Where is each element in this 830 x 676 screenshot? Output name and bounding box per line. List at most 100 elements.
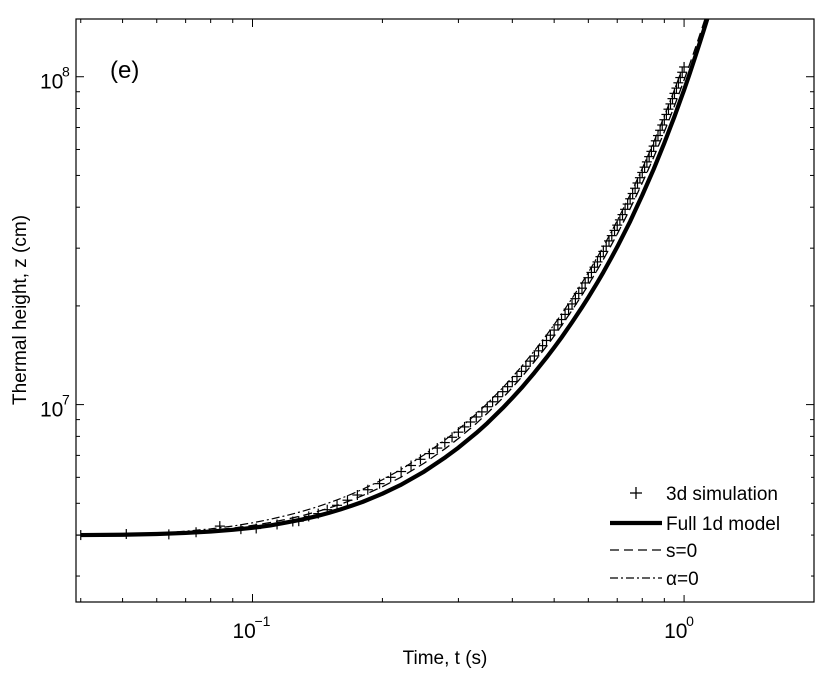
data-point-3d-simulation [447,432,458,443]
x-tick-label: 10 [232,620,255,643]
data-point-3d-simulation [163,529,174,540]
data-point-3d-simulation [552,319,563,330]
data-point-3d-simulation [560,309,571,320]
data-point-3d-simulation [497,386,508,397]
data-point-3d-simulation [533,345,544,356]
data-point-3d-simulation [606,230,617,241]
legend-symbol-3d-simulation [630,487,642,499]
data-point-3d-simulation [385,472,396,483]
data-point-3d-simulation [352,490,363,501]
x-tick-label: 10 [664,620,687,643]
data-point-3d-simulation [362,484,373,495]
data-point-3d-simulation [492,391,503,402]
x-tick-label-exponent: 0 [686,613,694,629]
data-point-3d-simulation [667,93,678,104]
data-point-3d-simulation [646,146,657,157]
data-point-3d-simulation [471,411,482,422]
x-axis-label: Time, t (s) [403,648,488,669]
data-point-3d-simulation [630,183,641,194]
legend-label-alpha-zero: α=0 [666,569,699,590]
data-point-3d-simulation [639,162,650,173]
data-point-3d-simulation [659,114,670,125]
data-point-3d-simulation [652,130,663,141]
data-point-3d-simulation [482,401,493,412]
x-tick-label-exponent: −1 [254,613,270,629]
legend: 3d simulation Full 1d model s=0 α=0 [605,475,811,595]
panel-label: (e) [110,57,139,84]
data-point-3d-simulation [567,298,578,309]
data-point-3d-simulation [507,376,518,387]
data-point-3d-simulation [332,500,343,511]
data-point-3d-simulation [609,225,620,236]
data-point-3d-simulation [665,98,676,109]
data-point-3d-simulation [251,523,262,534]
data-point-3d-simulation [622,199,633,210]
data-point-3d-simulation [465,416,476,427]
y-tick-label-exponent: 8 [62,64,70,80]
data-point-3d-simulation [516,366,527,377]
data-point-3d-simulation [675,72,686,83]
data-point-3d-simulation [625,193,636,204]
ticks-layer [76,19,815,602]
y-tick-label: 10 [40,71,63,94]
data-point-3d-simulation [303,511,314,522]
legend-label-full-1d-model: Full 1d model [666,514,780,535]
series-layer [76,19,710,541]
data-point-3d-simulation [214,521,225,532]
y-tick-label: 10 [40,399,63,422]
data-point-3d-simulation [576,283,587,294]
y-axis-label: Thermal height, z (cm) [10,215,31,405]
data-point-3d-simulation [580,277,591,288]
data-point-3d-simulation [570,293,581,304]
data-point-3d-simulation [520,361,531,372]
data-point-3d-simulation [679,61,690,72]
axes-frame [75,18,815,603]
data-point-3d-simulation [272,519,283,530]
data-point-3d-simulation [601,241,612,252]
data-point-3d-simulation [641,156,652,167]
data-point-3d-simulation [191,527,202,538]
legend-label-3d-simulation: 3d simulation [666,484,778,505]
data-point-3d-simulation [556,314,567,325]
data-point-3d-simulation [453,427,464,438]
data-point-3d-simulation [589,262,600,273]
data-point-3d-simulation [415,454,426,465]
data-point-3d-simulation [322,504,333,515]
data-point-3d-simulation [655,125,666,136]
data-point-3d-simulation [583,272,594,283]
data-point-3d-simulation [663,104,674,115]
data-point-3d-simulation [396,466,407,477]
data-point-3d-simulation [374,478,385,489]
data-point-3d-simulation [632,177,643,188]
data-point-3d-simulation [648,141,659,152]
data-point-3d-simulation [541,335,552,346]
data-point-3d-simulation [121,529,132,540]
data-point-3d-simulation [634,172,645,183]
y-tick-label-exponent: 7 [62,392,70,408]
data-point-3d-simulation [671,83,682,94]
data-point-3d-simulation [424,448,435,459]
data-point-3d-simulation [595,251,606,262]
data-point-3d-simulation [586,267,597,278]
data-point-3d-simulation [620,204,631,215]
data-point-3d-simulation [406,460,417,471]
data-point-3d-simulation [537,340,548,351]
data-point-3d-simulation [476,406,487,417]
data-point-3d-simulation [439,437,450,448]
data-point-3d-simulation [563,304,574,315]
data-point-3d-simulation [627,188,638,199]
data-point-3d-simulation [313,508,324,519]
data-point-3d-simulation [545,330,556,341]
data-point-3d-simulation [612,220,623,231]
series-3d-simulation-markers [76,61,690,541]
data-point-3d-simulation [669,88,680,99]
legend-label-s-zero: s=0 [666,541,697,562]
data-point-3d-simulation [650,135,661,146]
data-point-3d-simulation [598,246,609,257]
data-point-3d-simulation [511,371,522,382]
data-point-3d-simulation [342,495,353,506]
data-point-3d-simulation [592,256,603,267]
data-point-3d-simulation [617,209,628,220]
data-point-3d-simulation [487,396,498,407]
